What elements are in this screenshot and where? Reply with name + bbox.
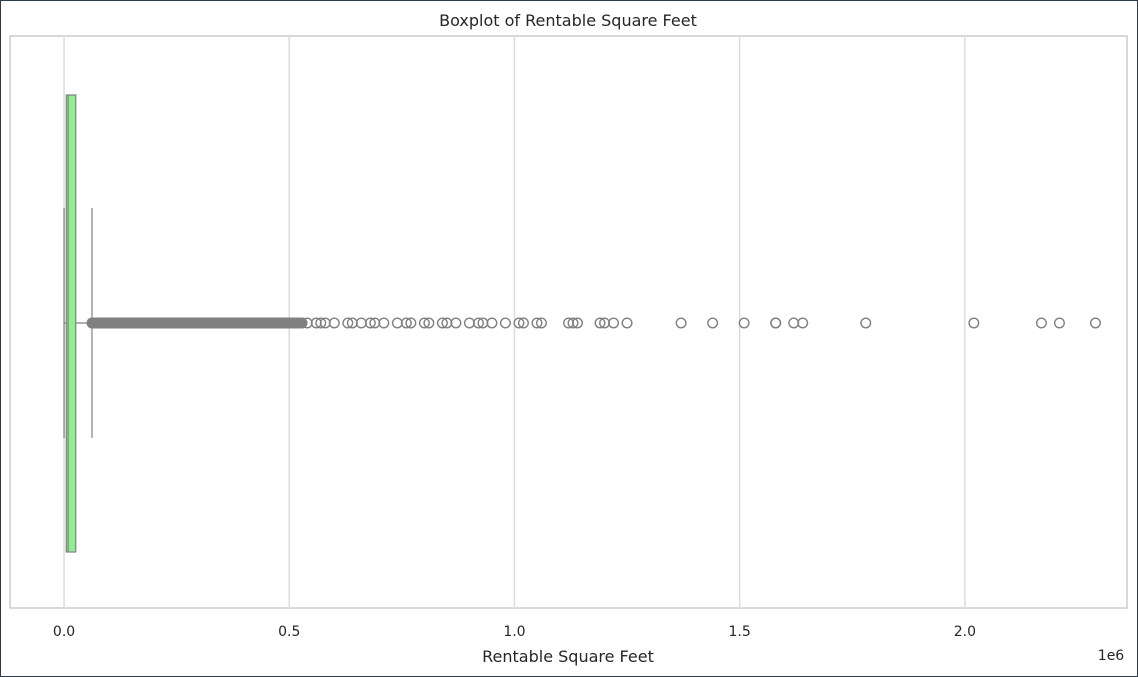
outlier-point (486, 317, 498, 329)
outlier-point (572, 317, 584, 329)
outlier-point (594, 317, 606, 329)
iqr-box (65, 94, 77, 553)
outlier-point (378, 317, 390, 329)
x-tick-label: 0.0 (53, 624, 75, 640)
outlier-point (1035, 317, 1047, 329)
outlier-point (296, 317, 308, 329)
x-tick-label: 0.5 (278, 624, 300, 640)
outlier-point (707, 317, 719, 329)
outlier-point (770, 317, 782, 329)
outlier-point (535, 317, 547, 329)
outlier-point (418, 317, 430, 329)
outlier-point (499, 317, 511, 329)
outlier-point (567, 317, 579, 329)
outlier-point (608, 317, 620, 329)
outlier-point (968, 317, 980, 329)
outlier-point (1089, 317, 1101, 329)
x-tick-labels: 0.0 0.5 1.0 1.5 2.0 (53, 624, 976, 640)
outlier-point (1053, 317, 1065, 329)
outlier-point (328, 317, 340, 329)
outlier-point (797, 317, 809, 329)
outlier-point (860, 317, 872, 329)
box-group (63, 94, 93, 553)
x-tick-label: 1.0 (503, 624, 525, 640)
outlier-point (517, 317, 529, 329)
outlier-points (86, 317, 1101, 329)
chart-title: Boxplot of Rentable Square Feet (439, 11, 697, 30)
outlier-point (513, 317, 525, 329)
outlier-point (450, 317, 462, 329)
outlier-point (738, 317, 750, 329)
outlier-point (315, 317, 327, 329)
outlier-point (436, 317, 448, 329)
outlier-point (364, 317, 376, 329)
outlier-point (342, 317, 354, 329)
x-tick-label: 1.5 (729, 624, 751, 640)
x-axis-multiplier: 1e6 (1098, 648, 1125, 664)
outlier-point (423, 317, 435, 329)
outlier-point (621, 317, 633, 329)
outlier-point (405, 317, 417, 329)
outlier-point (472, 317, 484, 329)
outlier-point (531, 317, 543, 329)
outlier-point (400, 317, 412, 329)
x-tick-label: 2.0 (954, 624, 976, 640)
outlier-point (675, 317, 687, 329)
x-axis-label: Rentable Square Feet (482, 647, 654, 666)
